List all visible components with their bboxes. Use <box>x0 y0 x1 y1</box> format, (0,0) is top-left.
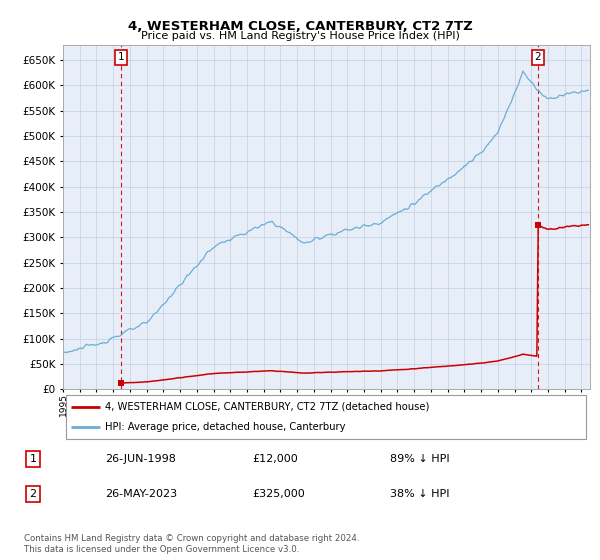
Text: Contains HM Land Registry data © Crown copyright and database right 2024.: Contains HM Land Registry data © Crown c… <box>24 534 359 543</box>
Text: 1: 1 <box>118 53 125 63</box>
Text: £12,000: £12,000 <box>252 454 298 464</box>
Text: 89% ↓ HPI: 89% ↓ HPI <box>390 454 449 464</box>
Text: 26-MAY-2023: 26-MAY-2023 <box>105 489 177 499</box>
Text: 4, WESTERHAM CLOSE, CANTERBURY, CT2 7TZ: 4, WESTERHAM CLOSE, CANTERBURY, CT2 7TZ <box>128 20 472 32</box>
Text: 1: 1 <box>29 454 37 464</box>
Text: 4, WESTERHAM CLOSE, CANTERBURY, CT2 7TZ (detached house): 4, WESTERHAM CLOSE, CANTERBURY, CT2 7TZ … <box>105 402 430 412</box>
Text: £325,000: £325,000 <box>252 489 305 499</box>
Text: 26-JUN-1998: 26-JUN-1998 <box>105 454 176 464</box>
Text: Price paid vs. HM Land Registry's House Price Index (HPI): Price paid vs. HM Land Registry's House … <box>140 31 460 41</box>
Text: 2: 2 <box>535 53 541 63</box>
Text: HPI: Average price, detached house, Canterbury: HPI: Average price, detached house, Cant… <box>105 422 346 432</box>
Text: This data is licensed under the Open Government Licence v3.0.: This data is licensed under the Open Gov… <box>24 545 299 554</box>
FancyBboxPatch shape <box>65 395 586 438</box>
Text: 38% ↓ HPI: 38% ↓ HPI <box>390 489 449 499</box>
Text: 2: 2 <box>29 489 37 499</box>
